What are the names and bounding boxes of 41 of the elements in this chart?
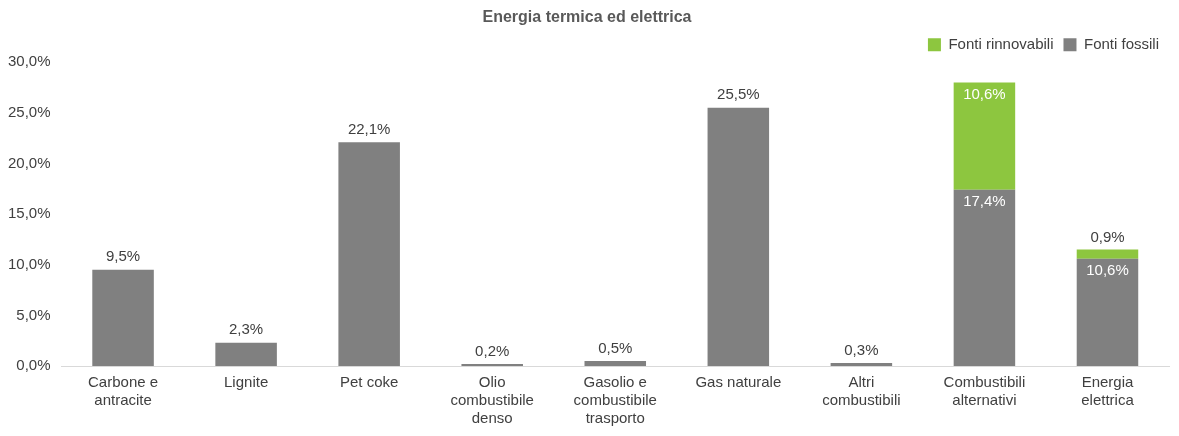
x-tick-label: Gasolio e combustibile trasporto — [573, 373, 657, 427]
y-tick-label: 20,0% — [7, 153, 51, 171]
x-tick-label: Pet coke — [339, 373, 399, 391]
bar — [830, 362, 893, 366]
data-label: 9,5% — [105, 247, 141, 265]
bar — [953, 82, 1016, 190]
bar — [461, 363, 523, 366]
x-tick-label: Altri combustibili — [822, 373, 901, 409]
bar — [953, 189, 1016, 366]
data-label: 17,4% — [963, 192, 1006, 210]
data-label: 0,3% — [844, 340, 879, 358]
legend-label: Fonti rinnovabili — [948, 34, 1054, 52]
x-tick-label: Energia elettrica — [1081, 373, 1135, 409]
x-tick-label: Olio combustibile denso — [450, 373, 534, 427]
y-tick-label: 5,0% — [16, 305, 51, 323]
y-tick-label: 10,0% — [7, 254, 51, 272]
x-tick-label: Lignite — [224, 373, 269, 391]
chart-title: Energia termica ed elettrica — [482, 8, 692, 26]
data-label: 0,5% — [598, 338, 633, 356]
legend-label: Fonti fossili — [1083, 34, 1160, 52]
bar — [707, 107, 770, 366]
y-tick-label: 30,0% — [7, 52, 51, 70]
bar — [215, 342, 277, 366]
bar — [338, 142, 400, 366]
x-tick-label: Gas naturale — [695, 373, 782, 391]
bar — [1076, 249, 1139, 259]
y-tick-label: 25,0% — [7, 102, 51, 120]
bar — [584, 360, 647, 366]
data-label: 25,5% — [717, 85, 760, 103]
data-label: 10,6% — [1086, 261, 1129, 279]
y-tick-label: 0,0% — [16, 356, 51, 374]
data-label: 10,6% — [963, 85, 1006, 103]
data-label: 2,3% — [229, 320, 264, 338]
x-tick-label: Carbone e antracite — [88, 373, 159, 409]
y-tick-label: 15,0% — [7, 204, 51, 222]
bar — [1076, 258, 1139, 366]
x-tick-label: Combustibili alternativi — [943, 373, 1026, 409]
data-label: 22,1% — [347, 119, 391, 137]
bar — [92, 269, 154, 366]
data-label: 0,9% — [1090, 228, 1125, 246]
data-label: 0,2% — [475, 341, 510, 359]
